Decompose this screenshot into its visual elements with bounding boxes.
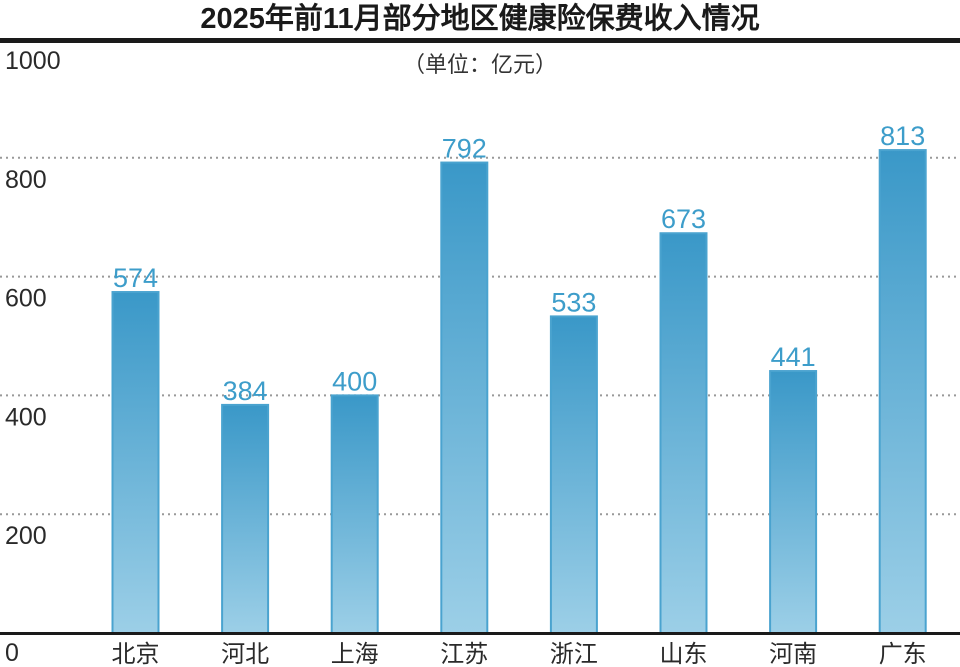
x-tick-label: 上海: [331, 641, 379, 667]
chart-title: 2025年前11月部分地区健康险保费收入情况: [200, 1, 759, 35]
x-tick-label: 山东: [660, 641, 708, 667]
data-label: 792: [442, 134, 487, 164]
bar: [769, 370, 818, 634]
x-tick-label: 河南: [769, 641, 817, 667]
y-tick-label: 200: [5, 522, 47, 550]
x-tick-label: 江苏: [440, 641, 488, 667]
x-tick-label: 浙江: [550, 641, 598, 667]
bar: [111, 291, 160, 634]
x-axis-line: [0, 632, 960, 635]
bar: [549, 315, 598, 634]
unit-label: （单位：亿元）: [403, 52, 557, 77]
data-label: 384: [223, 376, 268, 406]
x-tick-label: 广东: [879, 641, 927, 667]
x-tick-label: 北京: [112, 641, 160, 667]
data-label: 441: [771, 342, 816, 372]
data-label: 813: [880, 121, 925, 151]
y-tick-label: 400: [5, 403, 47, 431]
bar: [221, 403, 270, 634]
y-tick-label: 800: [5, 166, 47, 194]
y-tick-label: 600: [5, 285, 47, 313]
bar: [659, 232, 708, 634]
bar: [440, 161, 489, 634]
x-tick-label: 河北: [221, 641, 269, 667]
y-tick-label: 0: [5, 639, 19, 667]
data-label: 574: [113, 263, 158, 293]
y-tick-label: 1000: [5, 47, 61, 75]
data-label: 400: [332, 366, 377, 396]
data-label: 533: [551, 287, 596, 317]
title-rule: [0, 38, 960, 43]
bar: [878, 149, 927, 634]
data-label: 673: [661, 204, 706, 234]
bar: [330, 394, 379, 634]
